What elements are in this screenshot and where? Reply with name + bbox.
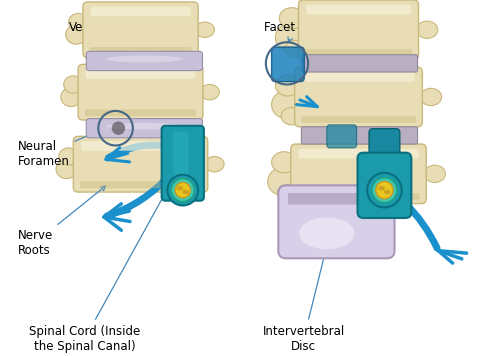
FancyBboxPatch shape [288,193,385,205]
Circle shape [367,173,402,208]
FancyBboxPatch shape [302,72,414,82]
Circle shape [112,121,125,135]
FancyBboxPatch shape [306,5,411,14]
Text: Facet Joint: Facet Joint [264,21,324,42]
Ellipse shape [64,76,83,93]
FancyBboxPatch shape [298,0,418,59]
FancyBboxPatch shape [294,67,422,127]
Text: Neural
Foramen: Neural Foramen [18,130,102,168]
FancyBboxPatch shape [358,153,412,218]
Ellipse shape [176,186,184,190]
FancyBboxPatch shape [74,136,208,192]
FancyBboxPatch shape [90,47,192,54]
FancyBboxPatch shape [302,116,416,123]
Ellipse shape [299,218,354,249]
FancyBboxPatch shape [298,149,418,158]
FancyBboxPatch shape [78,64,203,120]
Ellipse shape [268,168,294,195]
Ellipse shape [66,25,87,44]
Ellipse shape [182,190,189,194]
Text: Vertebral
Body: Vertebral Body [69,21,140,49]
FancyBboxPatch shape [302,127,418,144]
Circle shape [172,179,194,201]
Ellipse shape [196,22,214,37]
Circle shape [175,183,190,198]
Text: Nerve
Roots: Nerve Roots [18,186,106,257]
Ellipse shape [420,88,442,106]
FancyBboxPatch shape [305,49,412,56]
Ellipse shape [281,108,302,125]
Ellipse shape [384,190,390,194]
FancyBboxPatch shape [278,185,394,258]
Circle shape [376,182,393,199]
Ellipse shape [272,152,296,173]
Ellipse shape [61,87,82,106]
FancyBboxPatch shape [291,144,426,204]
Ellipse shape [424,165,446,183]
FancyBboxPatch shape [86,69,196,79]
Ellipse shape [416,21,438,38]
FancyBboxPatch shape [83,2,198,58]
FancyBboxPatch shape [86,51,202,70]
FancyBboxPatch shape [298,193,420,200]
Ellipse shape [272,91,298,118]
Text: Spinal Cord (Inside
the Spinal Canal): Spinal Cord (Inside the Spinal Canal) [29,156,193,352]
Circle shape [168,175,198,205]
FancyBboxPatch shape [90,7,190,16]
FancyBboxPatch shape [80,182,201,188]
Ellipse shape [56,159,77,179]
Ellipse shape [278,184,298,201]
FancyBboxPatch shape [85,110,196,116]
Ellipse shape [200,84,220,100]
Text: Intervertebral
Disc: Intervertebral Disc [262,250,345,352]
FancyBboxPatch shape [369,129,400,170]
Ellipse shape [280,8,304,29]
FancyBboxPatch shape [302,55,418,72]
FancyBboxPatch shape [86,119,202,138]
Ellipse shape [285,40,306,58]
Ellipse shape [68,14,87,31]
FancyBboxPatch shape [272,47,304,82]
Ellipse shape [378,186,385,190]
Ellipse shape [205,157,224,172]
Ellipse shape [106,56,183,62]
Ellipse shape [276,24,302,51]
FancyBboxPatch shape [162,126,204,201]
Ellipse shape [106,123,183,130]
FancyBboxPatch shape [173,132,188,195]
FancyBboxPatch shape [327,125,356,148]
Circle shape [372,178,397,203]
FancyBboxPatch shape [81,141,200,151]
Ellipse shape [59,148,78,165]
Ellipse shape [276,75,300,96]
